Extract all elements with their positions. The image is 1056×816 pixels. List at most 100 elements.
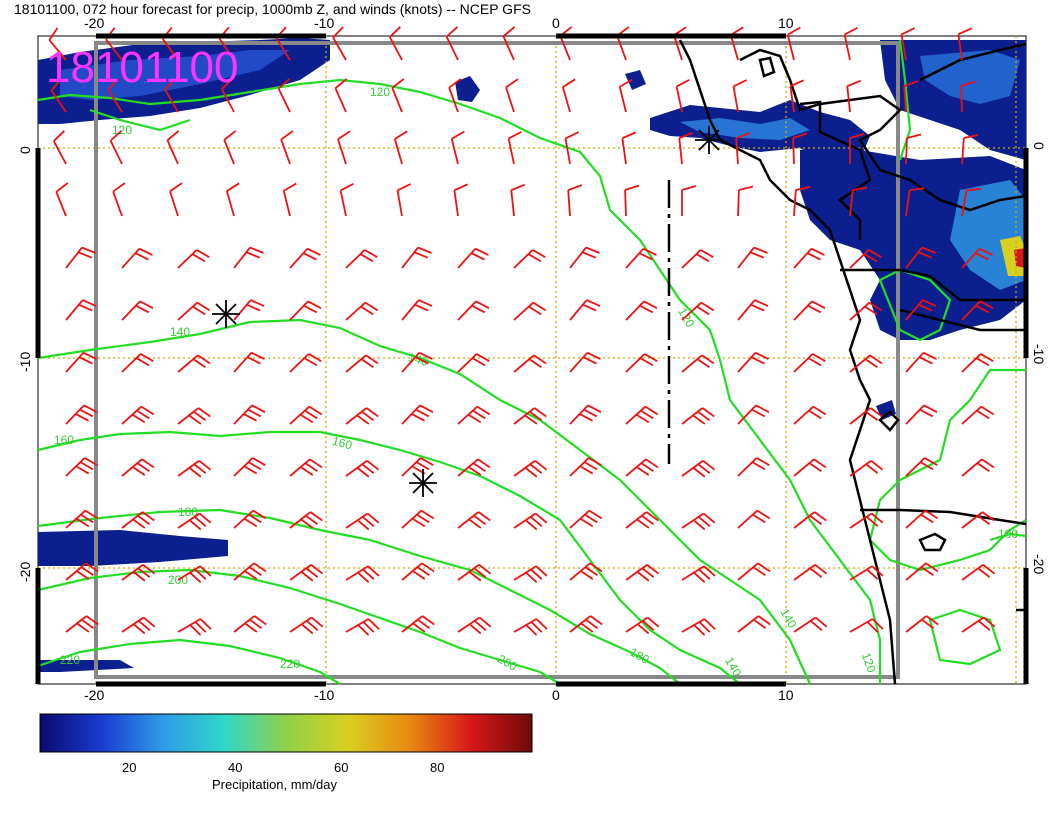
- wind-barb: [905, 509, 939, 529]
- wind-barb: [345, 512, 380, 531]
- wind-barb: [569, 509, 603, 529]
- wind-barb: [450, 130, 465, 165]
- bottom-axis: -20 -10 0 10: [84, 681, 794, 703]
- wind-barb: [50, 78, 67, 113]
- wind-barb: [960, 80, 976, 113]
- wind-barb: [569, 404, 602, 425]
- wind-barb: [905, 299, 937, 321]
- wind-barb: [625, 405, 659, 425]
- wind-barb: [233, 404, 266, 425]
- wind-barb: [388, 26, 403, 61]
- wind-barb: [849, 512, 884, 529]
- wind-barb: [737, 457, 770, 477]
- precip-patch-southwest: [38, 530, 228, 566]
- wind-barb: [177, 301, 211, 321]
- wind-barb: [569, 615, 603, 633]
- wind-barb: [513, 512, 548, 531]
- contour-label: 140: [170, 325, 190, 339]
- wind-barb: [289, 353, 322, 373]
- wind-barb: [961, 247, 993, 269]
- colorbar-tick-label: 20: [122, 760, 136, 775]
- wind-barb: [289, 511, 323, 529]
- wind-barb: [164, 78, 179, 113]
- contour-160: [37, 430, 741, 685]
- wind-barb: [961, 616, 996, 633]
- wind-barb: [457, 247, 489, 269]
- wind-barb: [737, 185, 754, 217]
- wind-barb: [401, 562, 435, 581]
- wind-barb: [793, 511, 827, 529]
- right-tick-label: 0: [1031, 142, 1047, 150]
- wind-barb: [401, 404, 434, 425]
- wind-barb: [513, 249, 546, 269]
- wind-barb: [121, 353, 154, 373]
- colorbar-tick-label: 80: [430, 760, 444, 775]
- wind-barb: [961, 405, 995, 425]
- wind-barb: [793, 300, 826, 321]
- wind-barb: [289, 616, 324, 635]
- wind-barb: [792, 132, 808, 165]
- wind-barb: [961, 563, 996, 581]
- left-tick-label: -20: [17, 562, 33, 582]
- wind-barb: [345, 249, 378, 269]
- wind-barb: [109, 130, 123, 165]
- wind-barb: [65, 457, 98, 477]
- contour-label: 220: [280, 657, 300, 671]
- wind-barb: [675, 78, 690, 113]
- contour-140: [37, 318, 812, 685]
- wind-barb: [457, 300, 490, 321]
- wind-barb: [507, 130, 522, 165]
- wind-barb: [121, 511, 155, 529]
- top-axis: -20 -10 0 10: [84, 15, 794, 39]
- wind-barb: [903, 80, 919, 113]
- wind-barb: [121, 300, 154, 321]
- bottom-tick-label: 0: [552, 687, 560, 703]
- wind-barb: [905, 404, 938, 425]
- island-a: [918, 532, 947, 552]
- wind-barb: [345, 354, 379, 373]
- wind-barb: [121, 563, 156, 582]
- contour-label: 160: [54, 433, 74, 447]
- map-title: 18101100, 072 hour forecast for precip, …: [14, 1, 531, 17]
- wind-barb: [169, 182, 183, 217]
- wind-barb: [277, 78, 291, 113]
- contour-180: [37, 508, 681, 685]
- wind-barb: [849, 618, 884, 633]
- wind-barb: [345, 618, 380, 636]
- wind-barbs: [48, 26, 996, 636]
- wind-barb: [569, 299, 601, 321]
- wind-barb: [625, 300, 658, 321]
- wind-barb: [233, 457, 266, 477]
- wind-barb: [849, 407, 883, 425]
- wind-barb: [289, 247, 321, 269]
- island-b: [878, 410, 900, 432]
- wind-barb: [52, 130, 67, 165]
- wind-barb: [905, 133, 922, 165]
- wind-barb: [843, 26, 858, 61]
- contour-west-upper: [89, 108, 191, 132]
- wind-barb: [681, 407, 715, 425]
- wind-barb: [905, 457, 938, 477]
- wind-barb: [681, 565, 716, 584]
- wind-barb: [65, 299, 97, 321]
- wind-barb: [55, 182, 69, 217]
- contour-200: [37, 568, 561, 685]
- wind-barb: [177, 354, 211, 373]
- wind-barb: [513, 565, 548, 584]
- wind-barb: [624, 184, 640, 217]
- wind-barb: [457, 353, 490, 373]
- colorbar-tick-label: 40: [228, 760, 242, 775]
- wind-barb: [65, 351, 97, 373]
- border-a: [799, 100, 872, 240]
- wind-barb: [793, 247, 825, 269]
- wind-barb: [735, 132, 751, 165]
- top-tick-label: 10: [778, 15, 794, 31]
- station-star-marker: [695, 126, 723, 154]
- wind-barb: [905, 615, 939, 633]
- contour-label: 120: [859, 651, 879, 675]
- wind-barb: [732, 79, 747, 113]
- wind-barb: [289, 405, 323, 425]
- wind-barb: [625, 247, 657, 269]
- wind-barb: [225, 182, 240, 217]
- wind-barb: [345, 301, 379, 321]
